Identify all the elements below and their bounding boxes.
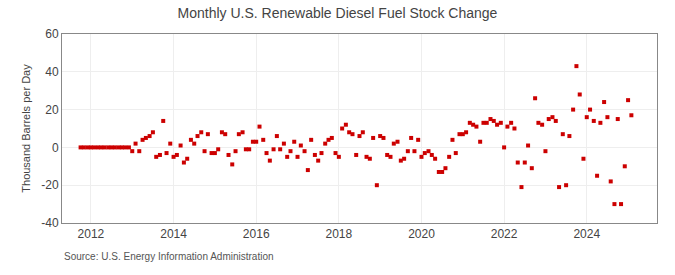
svg-text:2018: 2018 (325, 227, 352, 241)
svg-text:40: 40 (45, 65, 59, 79)
svg-text:Source: U.S. Energy Informatio: Source: U.S. Energy Information Administ… (64, 251, 274, 262)
svg-text:2012: 2012 (78, 227, 105, 241)
svg-text:Thousand Barrels per Day: Thousand Barrels per Day (20, 64, 32, 193)
svg-text:Monthly U.S. Renewable Diesel: Monthly U.S. Renewable Diesel Fuel Stock… (178, 5, 498, 21)
svg-text:-40: -40 (41, 216, 59, 230)
svg-text:20: 20 (45, 103, 59, 117)
svg-text:2024: 2024 (573, 227, 600, 241)
svg-text:2016: 2016 (243, 227, 270, 241)
svg-text:2014: 2014 (160, 227, 187, 241)
svg-text:0: 0 (52, 141, 59, 155)
svg-text:60: 60 (45, 27, 59, 41)
svg-text:2020: 2020 (408, 227, 435, 241)
svg-text:2022: 2022 (491, 227, 518, 241)
svg-text:-20: -20 (41, 178, 59, 192)
